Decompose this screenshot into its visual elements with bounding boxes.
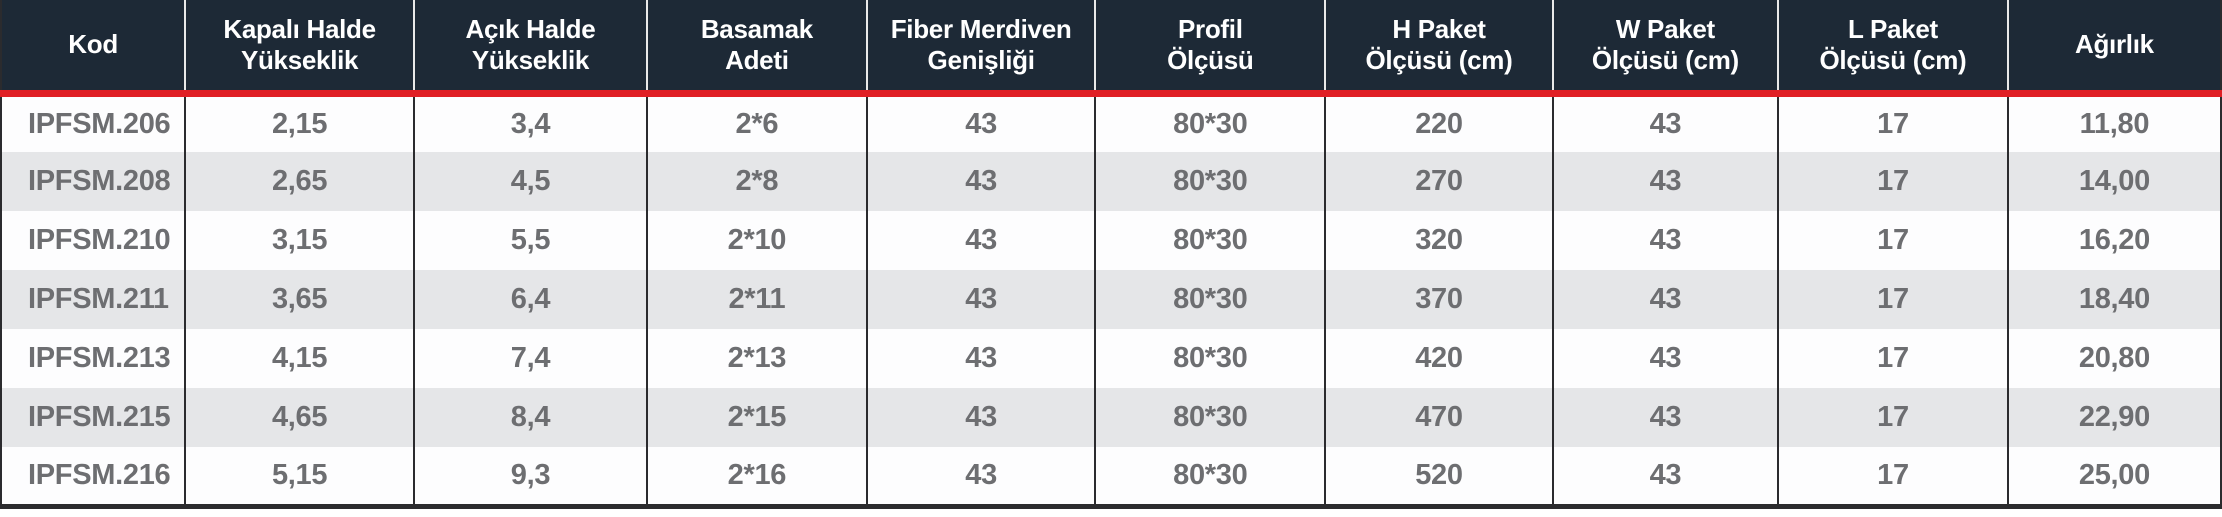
table-row: IPFSM.213 4,15 7,4 2*13 43 80*30 420 43 17 20,80 <box>1 329 2221 388</box>
value-cell: 20,80 <box>2006 329 2221 388</box>
value-cell: 43 <box>1551 447 1779 506</box>
value-cell: 43 <box>865 329 1096 388</box>
value-cell: 5,15 <box>184 447 414 506</box>
value-cell: 2*8 <box>646 152 867 211</box>
value-cell: 8,4 <box>412 388 647 447</box>
value-cell: 25,00 <box>2006 447 2221 506</box>
col-header-agirlik: Ağırlık <box>2006 0 2221 93</box>
col-header-basamak-adeti: Basamak Adeti <box>646 0 867 93</box>
value-cell: 2*6 <box>646 93 867 152</box>
value-cell: 3,15 <box>184 211 414 270</box>
value-cell: 17 <box>1777 388 2008 447</box>
value-cell: 80*30 <box>1094 329 1326 388</box>
value-cell: 43 <box>865 447 1096 506</box>
col-header-w-paket-olcusu: W Paket Ölçüsü (cm) <box>1551 0 1779 93</box>
value-cell: 43 <box>1551 388 1779 447</box>
value-cell: 43 <box>1551 152 1779 211</box>
value-cell: 420 <box>1324 329 1553 388</box>
value-cell: 2*11 <box>646 270 867 329</box>
value-cell: 2*13 <box>646 329 867 388</box>
row-code-cell: IPFSM.213 <box>28 342 171 374</box>
value-cell: 17 <box>1777 447 2008 506</box>
value-cell: 43 <box>865 211 1096 270</box>
value-cell: 14,00 <box>2006 152 2221 211</box>
table-row: IPFSM.215 4,65 8,4 2*15 43 80*30 470 43 17 22,90 <box>1 388 2221 447</box>
col-header-kapali-halde-yukseklik: Kapalı Halde Yükseklik <box>184 0 414 93</box>
value-cell: 11,80 <box>2006 93 2221 152</box>
value-cell: 16,20 <box>2006 211 2221 270</box>
col-header-h-paket-olcusu: H Paket Ölçüsü (cm) <box>1324 0 1553 93</box>
value-cell: 4,65 <box>184 388 414 447</box>
value-cell: 9,3 <box>412 447 647 506</box>
value-cell: 17 <box>1777 270 2008 329</box>
col-header-kod: Kod <box>1 0 186 93</box>
value-cell: 43 <box>865 93 1096 152</box>
value-cell: 370 <box>1324 270 1553 329</box>
value-cell: 2*10 <box>646 211 867 270</box>
value-cell: 2*15 <box>646 388 867 447</box>
table-row: IPFSM.216 5,15 9,3 2*16 43 80*30 520 43 17 25,00 <box>1 447 2221 506</box>
value-cell: 4,15 <box>184 329 414 388</box>
value-cell: 43 <box>865 388 1096 447</box>
value-cell: 470 <box>1324 388 1553 447</box>
value-cell: 43 <box>1551 211 1779 270</box>
table-row: IPFSM.211 3,65 6,4 2*11 43 80*30 370 43 17 18,40 <box>1 270 2221 329</box>
value-cell: 80*30 <box>1094 388 1326 447</box>
value-cell: 43 <box>1551 270 1779 329</box>
row-code-cell: IPFSM.215 <box>28 401 171 433</box>
value-cell: 2,15 <box>184 93 414 152</box>
row-code-cell: IPFSM.206 <box>28 107 171 140</box>
row-code-cell: IPFSM.216 <box>28 458 171 491</box>
value-cell: 17 <box>1777 329 2008 388</box>
value-cell: 80*30 <box>1094 211 1326 270</box>
row-code-cell: IPFSM.211 <box>28 283 169 315</box>
table-row: IPFSM.208 2,65 4,5 2*8 43 80*30 270 43 17 14,00 <box>1 152 2221 211</box>
value-cell: 4,5 <box>412 152 647 211</box>
value-cell: 80*30 <box>1094 152 1326 211</box>
row-code-cell: IPFSM.208 <box>28 165 171 197</box>
value-cell: 17 <box>1777 152 2008 211</box>
table-body: IPFSM.206 2,15 3,4 2*6 43 80*30 220 43 17 11,80 IP… <box>1 93 2221 506</box>
value-cell: 17 <box>1777 93 2008 152</box>
col-header-fiber-merdiven-genisligi: Fiber Merdiven Genişliği <box>865 0 1096 93</box>
table-row: IPFSM.206 2,15 3,4 2*6 43 80*30 220 43 17 11,80 <box>1 93 2221 152</box>
value-cell: 270 <box>1324 152 1553 211</box>
value-cell: 17 <box>1777 211 2008 270</box>
value-cell: 6,4 <box>412 270 647 329</box>
table-row: IPFSM.210 3,15 5,5 2*10 43 80*30 320 43 17 16,20 <box>1 211 2221 270</box>
value-cell: 43 <box>865 270 1096 329</box>
value-cell: 320 <box>1324 211 1553 270</box>
value-cell: 2,65 <box>184 152 414 211</box>
col-header-profil-olcusu: Profil Ölçüsü <box>1094 0 1326 93</box>
value-cell: 22,90 <box>2006 388 2221 447</box>
value-cell: 2*16 <box>646 447 867 506</box>
value-cell: 43 <box>1551 93 1779 152</box>
col-header-l-paket-olcusu: L Paket Ölçüsü (cm) <box>1777 0 2008 93</box>
value-cell: 3,4 <box>412 93 647 152</box>
value-cell: 43 <box>1551 329 1779 388</box>
value-cell: 80*30 <box>1094 93 1326 152</box>
value-cell: 43 <box>865 152 1096 211</box>
value-cell: 80*30 <box>1094 447 1326 506</box>
value-cell: 80*30 <box>1094 270 1326 329</box>
row-code-cell: IPFSM.210 <box>28 224 171 256</box>
value-cell: 5,5 <box>412 211 647 270</box>
header-row: Kod Kapalı Halde Yükseklik Açık Halde Yü… <box>1 0 2221 93</box>
value-cell: 220 <box>1324 93 1553 152</box>
col-header-acik-halde-yukseklik: Açık Halde Yükseklik <box>412 0 647 93</box>
value-cell: 18,40 <box>2006 270 2221 329</box>
value-cell: 3,65 <box>184 270 414 329</box>
value-cell: 520 <box>1324 447 1553 506</box>
value-cell: 7,4 <box>412 329 647 388</box>
